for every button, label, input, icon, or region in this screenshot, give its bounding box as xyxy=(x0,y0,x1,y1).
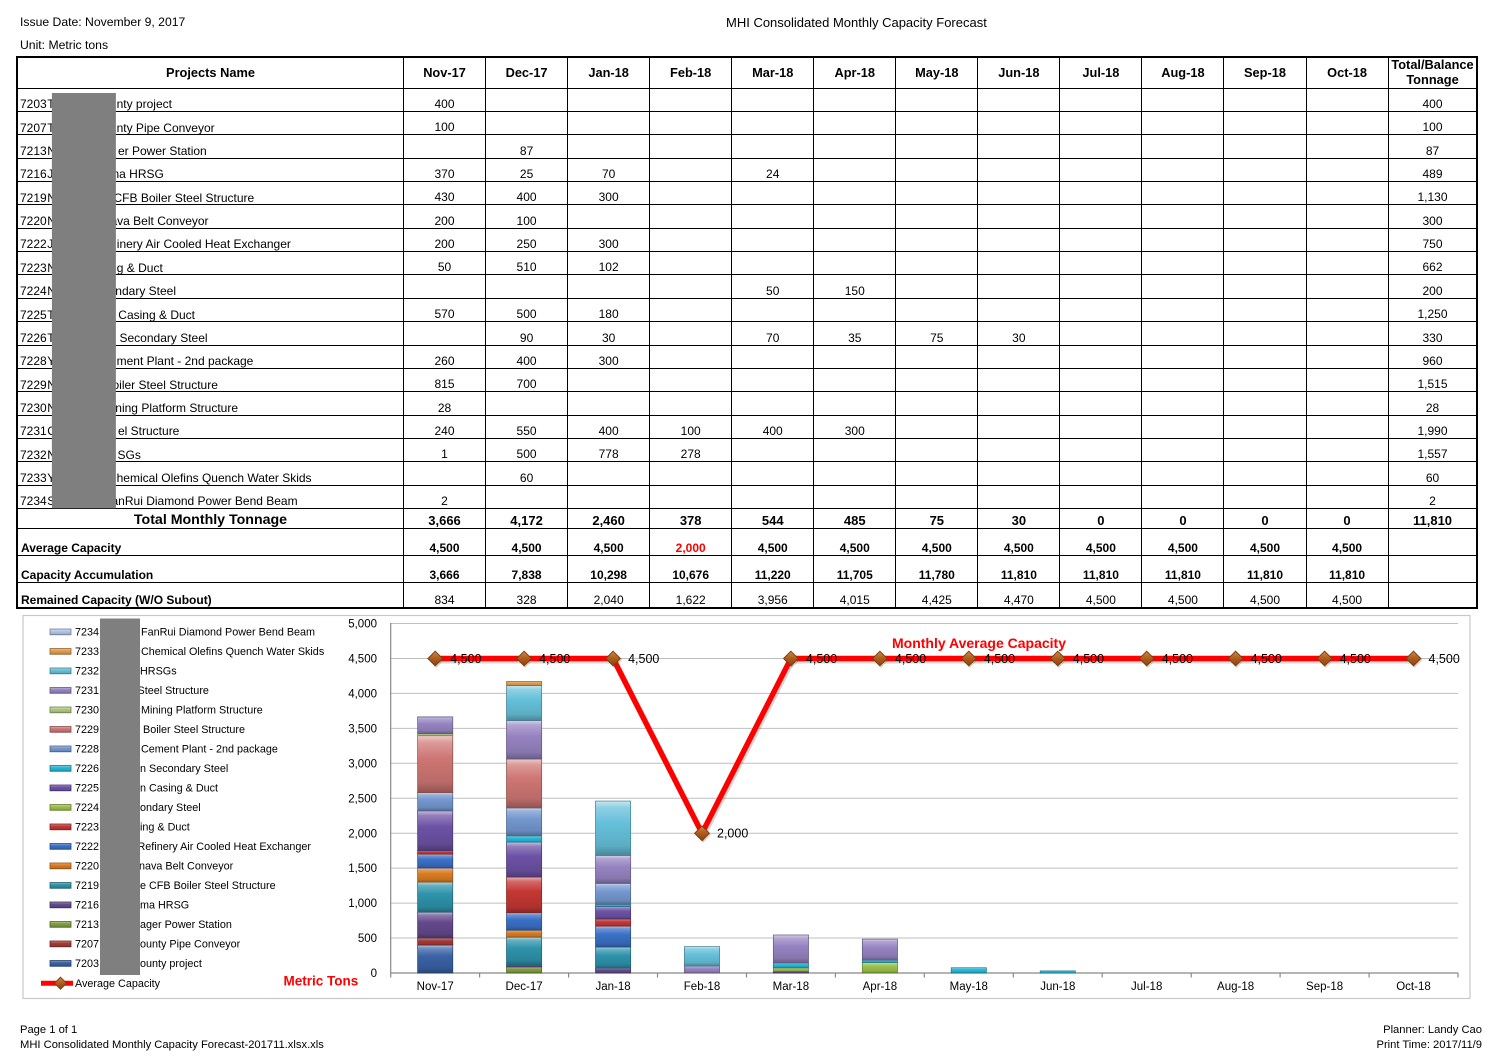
svg-text:Refinery Air Cooled Heat Excha: Refinery Air Cooled Heat Exchanger xyxy=(138,841,312,853)
svg-text:Aug-18: Aug-18 xyxy=(1217,981,1254,993)
svg-text:Mar-18: Mar-18 xyxy=(773,981,809,993)
svg-text:e CFB Boiler Steel Structure: e CFB Boiler Steel Structure xyxy=(140,880,276,892)
svg-text:4,500: 4,500 xyxy=(539,652,570,666)
svg-text:2,000: 2,000 xyxy=(717,827,748,841)
svg-text:Steel Structure: Steel Structure xyxy=(138,685,209,697)
svg-text:Nov-17: Nov-17 xyxy=(417,981,454,993)
svg-text:4,500: 4,500 xyxy=(1251,652,1282,666)
svg-text:4,500: 4,500 xyxy=(628,652,659,666)
svg-text:ounty project: ounty project xyxy=(140,958,202,970)
svg-text:2,000: 2,000 xyxy=(348,828,377,840)
svg-text:ager Power Station: ager Power Station xyxy=(140,919,232,931)
svg-text:HRSGs: HRSGs xyxy=(140,666,177,678)
svg-text:ounty Pipe Conveyor: ounty Pipe Conveyor xyxy=(140,939,241,951)
svg-text:4,500: 4,500 xyxy=(1340,652,1371,666)
svg-text:5,000: 5,000 xyxy=(348,619,377,631)
svg-text:Average Capacity: Average Capacity xyxy=(75,978,161,990)
svg-text:4,500: 4,500 xyxy=(450,652,481,666)
svg-text:0: 0 xyxy=(371,968,377,980)
svg-text:Cement Plant - 2nd package: Cement Plant - 2nd package xyxy=(141,744,278,756)
svg-text:nava Belt Conveyor: nava Belt Conveyor xyxy=(139,861,234,873)
svg-text:FanRui Diamond Power Bend Beam: FanRui Diamond Power Bend Beam xyxy=(141,627,315,639)
svg-text:4,500: 4,500 xyxy=(1429,652,1460,666)
svg-text:Oct-18: Oct-18 xyxy=(1396,981,1431,993)
svg-text:4,500: 4,500 xyxy=(1073,652,1104,666)
svg-text:Monthly Average Capacity: Monthly Average Capacity xyxy=(892,635,1066,651)
svg-text:7216 J: 7216 J xyxy=(75,900,107,912)
svg-text:4,500: 4,500 xyxy=(895,652,926,666)
svg-text:4,500: 4,500 xyxy=(1162,652,1193,666)
svg-text:n Casing & Duct: n Casing & Duct xyxy=(140,783,218,795)
svg-text:Jan-18: Jan-18 xyxy=(596,981,631,993)
svg-text:4,500: 4,500 xyxy=(984,652,1015,666)
svg-text:May-18: May-18 xyxy=(950,981,988,993)
svg-text:n Secondary Steel: n Secondary Steel xyxy=(140,763,228,775)
svg-text:7222 J: 7222 J xyxy=(75,841,107,853)
svg-text:3,000: 3,000 xyxy=(348,758,377,770)
svg-text:Feb-18: Feb-18 xyxy=(684,981,720,993)
svg-text:Mining Platform Structure: Mining Platform Structure xyxy=(141,705,263,717)
svg-text:500: 500 xyxy=(358,933,377,945)
svg-text:4,000: 4,000 xyxy=(348,689,377,701)
svg-text:3,500: 3,500 xyxy=(348,724,377,736)
svg-text:4,500: 4,500 xyxy=(806,652,837,666)
svg-text:Metric Tons: Metric Tons xyxy=(284,974,359,989)
svg-text:4,500: 4,500 xyxy=(348,654,377,666)
svg-text:Sep-18: Sep-18 xyxy=(1306,981,1343,993)
svg-text:Boiler Steel Structure: Boiler Steel Structure xyxy=(143,724,245,736)
svg-text:Dec-17: Dec-17 xyxy=(506,981,543,993)
svg-text:Apr-18: Apr-18 xyxy=(863,981,898,993)
svg-text:Jul-18: Jul-18 xyxy=(1131,981,1162,993)
svg-text:1,500: 1,500 xyxy=(348,863,377,875)
svg-text:Chemical Olefins Quench Water: Chemical Olefins Quench Water Skids xyxy=(141,646,325,658)
svg-text:ing & Duct: ing & Duct xyxy=(140,822,190,834)
svg-text:1,000: 1,000 xyxy=(348,898,377,910)
svg-text:ondary Steel: ondary Steel xyxy=(140,802,201,814)
svg-text:ma HRSG: ma HRSG xyxy=(140,900,189,912)
svg-text:Jun-18: Jun-18 xyxy=(1040,981,1075,993)
svg-text:2,500: 2,500 xyxy=(348,793,377,805)
